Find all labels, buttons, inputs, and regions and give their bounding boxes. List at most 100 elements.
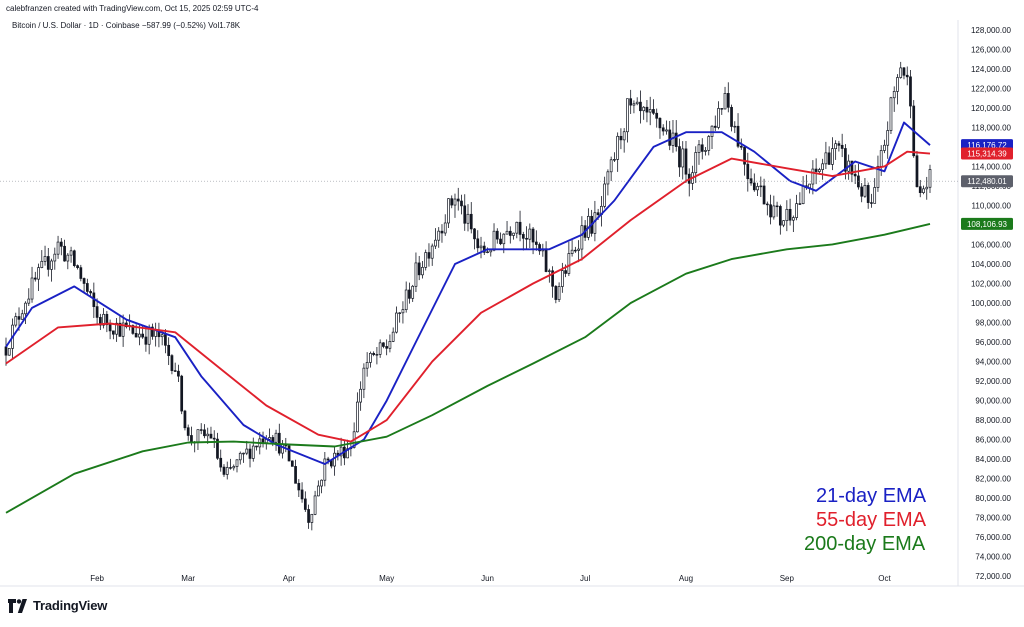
candle [453, 193, 457, 218]
candle [769, 194, 772, 225]
candle [40, 250, 44, 269]
candle [290, 460, 294, 467]
candle [678, 138, 681, 177]
candle [157, 322, 161, 348]
candle [671, 120, 675, 153]
candle [167, 337, 171, 366]
candle [489, 249, 493, 257]
candle [443, 214, 447, 236]
y-tick-label: 122,000.00 [971, 84, 1012, 93]
candle [203, 424, 206, 439]
candle [401, 301, 405, 324]
x-tick-label: Jul [580, 574, 590, 583]
candle [717, 101, 720, 130]
candle [632, 100, 636, 114]
candle [382, 342, 385, 349]
candle [395, 306, 398, 334]
candle [889, 96, 893, 135]
y-tick-label: 78,000.00 [975, 514, 1011, 523]
candle [69, 246, 73, 263]
candle [98, 313, 102, 331]
candle [756, 182, 759, 196]
x-tick-label: Apr [283, 574, 296, 583]
candle [225, 461, 229, 480]
candle [687, 168, 691, 197]
candle [356, 392, 359, 433]
candle [251, 437, 255, 462]
candle [151, 323, 154, 340]
candle [108, 319, 112, 340]
candle [928, 164, 932, 194]
candle [697, 140, 701, 165]
candle [33, 271, 37, 282]
y-tick-label: 118,000.00 [972, 123, 1012, 132]
candle [730, 104, 733, 132]
candle [713, 115, 717, 132]
candle [775, 201, 779, 217]
candle [606, 169, 610, 196]
candle [268, 428, 271, 442]
candle [723, 86, 727, 110]
x-tick-label: May [379, 574, 394, 583]
tradingview-logo-icon [8, 598, 27, 613]
candle [603, 176, 607, 209]
candle [853, 164, 857, 184]
y-tick-label: 100,000.00 [971, 299, 1012, 308]
candle [635, 97, 639, 106]
candle [925, 176, 929, 200]
candle [541, 243, 545, 257]
candle [404, 281, 408, 313]
candle [186, 424, 190, 441]
price-tag-label: 116,176.72 [967, 141, 1007, 150]
candle [277, 423, 281, 456]
candle [814, 158, 818, 185]
candle [482, 241, 486, 255]
price-tag-label: 112,480.01 [967, 177, 1007, 186]
candle [297, 479, 301, 498]
candle [388, 334, 392, 353]
candle [154, 322, 158, 347]
candle [752, 173, 756, 192]
x-tick-label: Feb [90, 574, 104, 583]
candle [772, 195, 776, 220]
candle [704, 147, 707, 156]
price-tag: 112,480.01 [961, 175, 1013, 188]
candle [759, 176, 763, 197]
candle [587, 208, 590, 241]
candle [128, 314, 131, 331]
price-tag: 115,314.39 [961, 147, 1013, 160]
candle [554, 285, 558, 304]
candle [27, 288, 31, 306]
candle [115, 318, 118, 342]
candle [639, 90, 642, 124]
y-tick-label: 106,000.00 [971, 240, 1012, 249]
y-tick-label: 104,000.00 [971, 260, 1012, 269]
candle [430, 243, 434, 266]
candle [4, 337, 8, 366]
candle [173, 362, 177, 373]
candle [144, 326, 148, 352]
legend-item-55-day-ema: 55-day EMA [816, 509, 927, 531]
candle [834, 140, 838, 160]
candle [492, 223, 496, 252]
legend-item-21-day-ema: 21-day EMA [816, 485, 927, 507]
symbol-info: Bitcoin / U.S. Dollar · 1D · Coinbase −5… [12, 21, 241, 30]
candle [902, 66, 906, 80]
candle [30, 266, 34, 303]
price-tag-label: 115,314.39 [967, 150, 1007, 159]
candle [886, 121, 890, 159]
candle [824, 141, 828, 170]
candle [408, 282, 411, 304]
candle [466, 204, 470, 232]
candle [359, 381, 362, 411]
candle [765, 201, 769, 216]
21-day-ema-line [5, 121, 931, 465]
candle [245, 440, 249, 456]
candle [274, 429, 278, 451]
candle [827, 146, 831, 165]
candle [652, 99, 655, 115]
candle [170, 354, 174, 375]
candle [505, 220, 509, 235]
candle [619, 128, 623, 150]
